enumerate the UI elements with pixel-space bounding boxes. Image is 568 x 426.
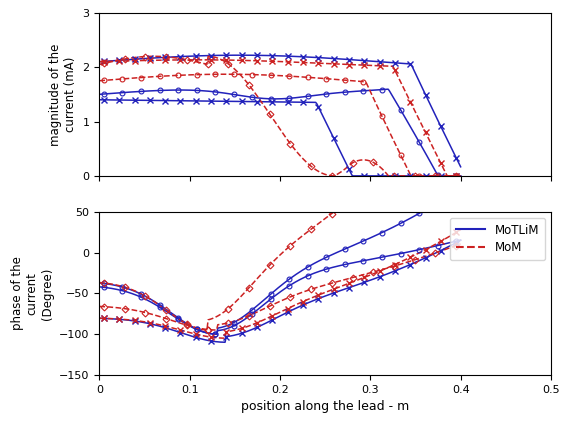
- Y-axis label: magnitude of the
current (mA): magnitude of the current (mA): [49, 43, 77, 146]
- X-axis label: position along the lead - m: position along the lead - m: [241, 400, 410, 413]
- Legend: MoTLiM, MoM: MoTLiM, MoM: [450, 218, 545, 260]
- Y-axis label: phase of the
current
(Degree): phase of the current (Degree): [11, 256, 54, 330]
